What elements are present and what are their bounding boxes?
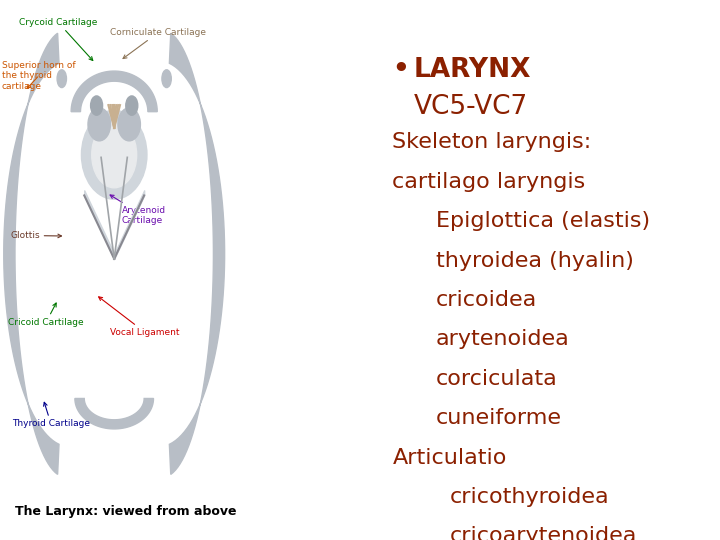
- Text: Thyroid Cartilage: Thyroid Cartilage: [12, 402, 90, 428]
- Text: cartilago laryngis: cartilago laryngis: [392, 172, 585, 192]
- Text: Vocal Ligament: Vocal Ligament: [99, 297, 180, 337]
- Text: cricoidea: cricoidea: [436, 290, 537, 310]
- Text: arytenoidea: arytenoidea: [436, 329, 570, 349]
- Polygon shape: [71, 71, 157, 112]
- Text: •: •: [392, 57, 409, 83]
- Polygon shape: [75, 399, 153, 429]
- Ellipse shape: [162, 70, 171, 87]
- Polygon shape: [169, 33, 225, 475]
- Text: VC5-VC7: VC5-VC7: [414, 94, 528, 120]
- Text: Arytenoid
Cartilage: Arytenoid Cartilage: [110, 195, 166, 225]
- Ellipse shape: [91, 122, 137, 188]
- Ellipse shape: [88, 108, 110, 141]
- Text: Skeleton laryngis:: Skeleton laryngis:: [392, 132, 592, 152]
- Text: Articulatio: Articulatio: [392, 448, 507, 468]
- Text: cuneiforme: cuneiforme: [436, 408, 562, 428]
- Ellipse shape: [126, 96, 138, 115]
- Text: Glottis: Glottis: [11, 231, 61, 240]
- Text: Superior horn of
the thyroid
cartilage: Superior horn of the thyroid cartilage: [2, 61, 76, 91]
- Text: The Larynx: viewed from above: The Larynx: viewed from above: [15, 505, 237, 518]
- Text: LARYNX: LARYNX: [414, 57, 531, 83]
- Text: Cricoid Cartilage: Cricoid Cartilage: [8, 303, 84, 327]
- Polygon shape: [4, 33, 59, 475]
- Text: thyroidea (hyalin): thyroidea (hyalin): [436, 251, 634, 271]
- Text: corciculata: corciculata: [436, 369, 557, 389]
- Ellipse shape: [57, 70, 66, 87]
- Text: Corniculate Cartilage: Corniculate Cartilage: [110, 28, 207, 58]
- Ellipse shape: [118, 108, 140, 141]
- Text: Crycoid Cartilage: Crycoid Cartilage: [19, 18, 97, 60]
- Text: cricoarytenoidea: cricoarytenoidea: [450, 526, 637, 540]
- Ellipse shape: [91, 96, 102, 115]
- Ellipse shape: [81, 110, 147, 199]
- Text: cricothyroidea: cricothyroidea: [450, 487, 610, 507]
- Text: Epiglottica (elastis): Epiglottica (elastis): [436, 211, 649, 231]
